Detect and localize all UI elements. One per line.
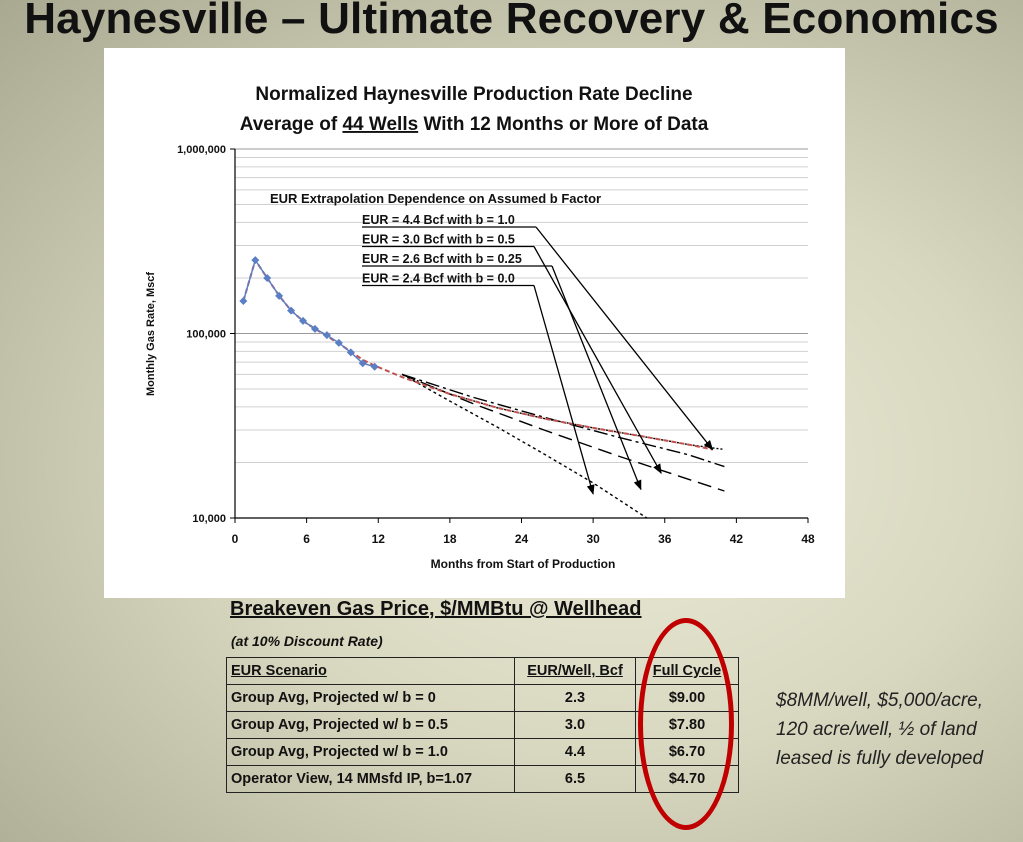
eur-cell: 6.5 bbox=[514, 765, 636, 793]
y-tick-label: 100,000 bbox=[186, 329, 226, 341]
chart-title-line2: Average of 44 Wells With 12 Months or Mo… bbox=[240, 114, 709, 135]
slide-title: Haynesville – Ultimate Recovery & Econom… bbox=[24, 0, 999, 43]
chart-title-line2-emph: 44 Wells bbox=[342, 114, 418, 135]
x-tick-label: 36 bbox=[658, 532, 672, 546]
eur-cell: 4.4 bbox=[514, 738, 636, 766]
breakeven-table-subheading: (at 10% Discount Rate) bbox=[231, 633, 383, 649]
x-tick-label: 6 bbox=[303, 532, 310, 546]
annotation-label: EUR = 4.4 Bcf with b = 1.0 bbox=[362, 213, 515, 227]
extrapolation-line bbox=[401, 373, 725, 492]
x-axis-label: Months from Start of Production bbox=[431, 557, 616, 571]
assumptions-note: $8MM/well, $5,000/acre, 120 acre/well, ½… bbox=[776, 686, 1021, 773]
annotation-label: EUR = 2.6 Bcf with b = 0.25 bbox=[362, 252, 522, 266]
data-point bbox=[346, 348, 355, 357]
data-point bbox=[358, 359, 367, 368]
annotations: EUR Extrapolation Dependence on Assumed … bbox=[270, 191, 714, 495]
annotation-label: EUR = 2.4 Bcf with b = 0.0 bbox=[362, 272, 515, 286]
data-point bbox=[334, 338, 343, 347]
scenario-cell: Group Avg, Projected w/ b = 0.5 bbox=[226, 711, 515, 739]
decline-chart: Normalized Haynesville Production Rate D… bbox=[145, 84, 815, 571]
annotation-arrow bbox=[551, 265, 642, 491]
y-tick-label: 1,000,000 bbox=[177, 144, 226, 156]
data-point bbox=[275, 291, 284, 300]
chart-title-line2-post: With 12 Months or More of Data bbox=[418, 114, 709, 135]
extrapolation-line bbox=[401, 373, 725, 468]
data-point bbox=[310, 324, 319, 333]
chart-title-line1: Normalized Haynesville Production Rate D… bbox=[255, 84, 692, 105]
x-tick-label: 24 bbox=[515, 532, 529, 546]
scenario-cell: Group Avg, Projected w/ b = 0 bbox=[226, 684, 515, 712]
extrapolation-line bbox=[401, 373, 648, 519]
annotation-label: EUR = 3.0 Bcf with b = 0.5 bbox=[362, 233, 515, 247]
x-tick-label: 48 bbox=[801, 532, 815, 546]
data-point bbox=[287, 306, 296, 315]
chart-title-line2-pre: Average of bbox=[240, 114, 343, 135]
data-point bbox=[370, 362, 379, 371]
x-tick-label: 18 bbox=[443, 532, 457, 546]
x-tick-label: 30 bbox=[586, 532, 600, 546]
assumption-line: 120 acre/well, ½ of land bbox=[776, 719, 977, 740]
grid bbox=[235, 148, 808, 519]
assumption-line: $8MM/well, $5,000/acre, bbox=[776, 690, 983, 711]
eur-cell: 2.3 bbox=[514, 684, 636, 712]
actual-data-points bbox=[239, 256, 379, 371]
axes: 0 6 12 18 24 30 36 42 48 10,000 100,000 1,000,000 bbox=[177, 144, 815, 546]
annotation-arrow bbox=[533, 246, 662, 475]
column-header-scenario: EUR Scenario bbox=[226, 657, 515, 685]
y-axis-label: Monthly Gas Rate, Mscf bbox=[145, 272, 157, 396]
y-tick-label: 10,000 bbox=[192, 513, 226, 525]
eur-cell: 3.0 bbox=[514, 711, 636, 739]
x-tick-label: 12 bbox=[372, 532, 386, 546]
data-point bbox=[322, 331, 331, 340]
full-cycle-highlight-ellipse bbox=[638, 618, 734, 830]
scenario-cell: Operator View, 14 MMsfd IP, b=1.07 bbox=[226, 765, 515, 793]
actual-line bbox=[242, 258, 375, 368]
annotation-header: EUR Extrapolation Dependence on Assumed … bbox=[270, 191, 601, 206]
extrapolation-line bbox=[401, 373, 725, 451]
fit-curve bbox=[242, 257, 713, 451]
annotation-arrow bbox=[535, 226, 714, 451]
breakeven-table-heading: Breakeven Gas Price, $/MMBtu @ Wellhead bbox=[230, 598, 642, 620]
annotation-arrow bbox=[533, 285, 595, 495]
x-tick-label: 0 bbox=[232, 532, 239, 546]
data-point bbox=[263, 273, 272, 282]
assumption-line: leased is fully developed bbox=[776, 748, 984, 769]
scenario-cell: Group Avg, Projected w/ b = 1.0 bbox=[226, 738, 515, 766]
data-point bbox=[299, 316, 308, 325]
data-point bbox=[239, 297, 248, 306]
column-header-eur: EUR/Well, Bcf bbox=[514, 657, 636, 685]
x-tick-label: 42 bbox=[730, 532, 744, 546]
data-point bbox=[251, 256, 260, 265]
chart-panel: Normalized Haynesville Production Rate D… bbox=[104, 48, 845, 598]
